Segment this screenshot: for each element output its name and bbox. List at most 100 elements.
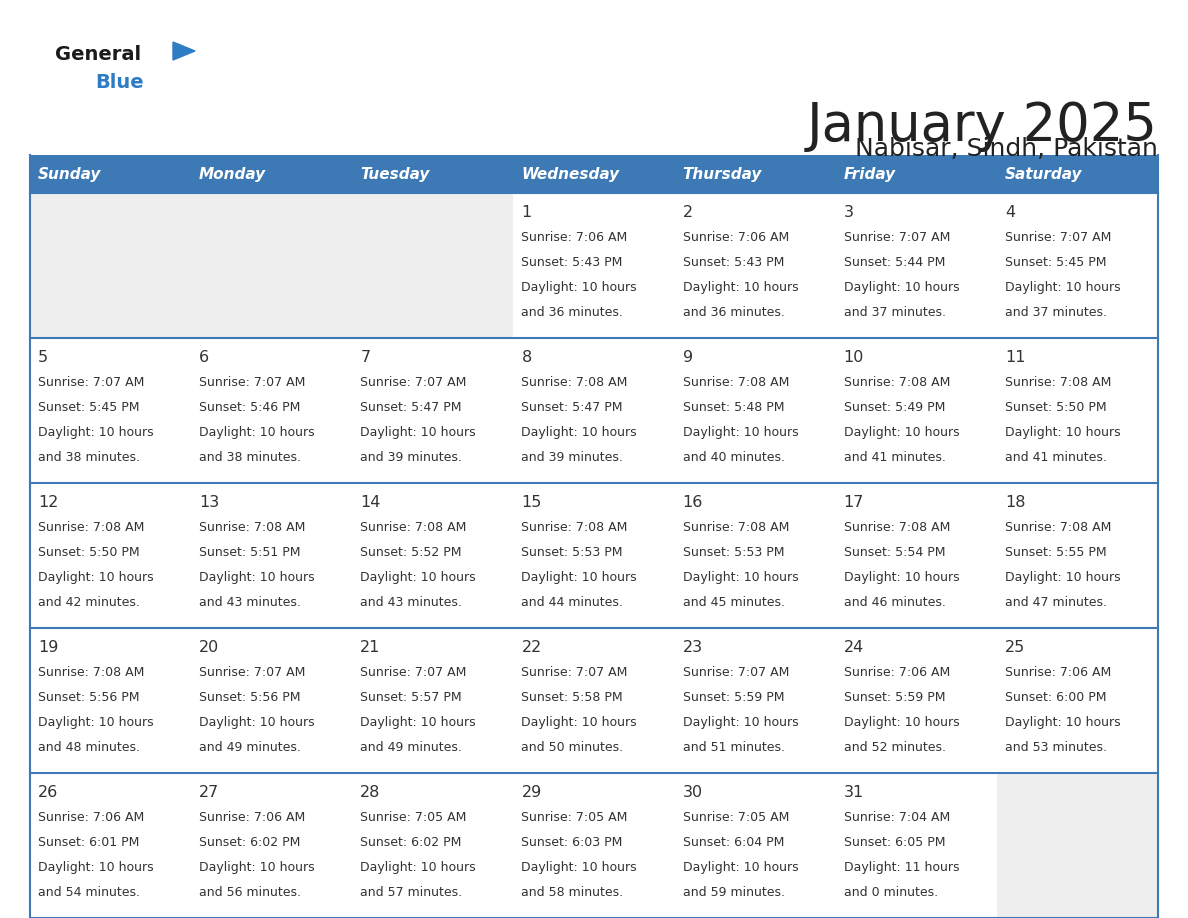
Text: Monday: Monday (200, 166, 266, 182)
Text: Daylight: 10 hours: Daylight: 10 hours (683, 281, 798, 294)
Text: Sunset: 6:04 PM: Sunset: 6:04 PM (683, 836, 784, 849)
Text: Daylight: 10 hours: Daylight: 10 hours (522, 716, 637, 729)
Text: 17: 17 (843, 495, 864, 510)
Text: and 49 minutes.: and 49 minutes. (200, 741, 301, 754)
Text: Sunset: 6:02 PM: Sunset: 6:02 PM (200, 836, 301, 849)
Text: 2: 2 (683, 205, 693, 220)
Text: 26: 26 (38, 785, 58, 800)
Text: and 52 minutes.: and 52 minutes. (843, 741, 946, 754)
Text: 19: 19 (38, 640, 58, 655)
Bar (513, 338, 675, 483)
Bar (513, 628, 675, 773)
Text: Friday: Friday (843, 166, 896, 182)
Bar (997, 338, 1158, 483)
Text: Daylight: 10 hours: Daylight: 10 hours (38, 861, 153, 874)
Text: and 0 minutes.: and 0 minutes. (843, 886, 937, 899)
Bar (353, 483, 513, 628)
Text: 16: 16 (683, 495, 703, 510)
Text: Sunset: 5:51 PM: Sunset: 5:51 PM (200, 546, 301, 559)
Bar (997, 773, 1158, 918)
Text: Daylight: 10 hours: Daylight: 10 hours (522, 281, 637, 294)
Text: and 41 minutes.: and 41 minutes. (1005, 451, 1107, 464)
Bar (835, 628, 997, 773)
Text: Sunset: 5:45 PM: Sunset: 5:45 PM (1005, 256, 1106, 269)
Bar (353, 193, 513, 338)
Text: Sunrise: 7:08 AM: Sunrise: 7:08 AM (843, 521, 950, 534)
Text: and 56 minutes.: and 56 minutes. (200, 886, 301, 899)
Text: Sunday: Sunday (38, 166, 101, 182)
Text: Sunset: 5:47 PM: Sunset: 5:47 PM (522, 401, 623, 414)
Text: 18: 18 (1005, 495, 1025, 510)
Text: Daylight: 10 hours: Daylight: 10 hours (38, 571, 153, 584)
Text: Sunset: 5:43 PM: Sunset: 5:43 PM (522, 256, 623, 269)
Text: and 48 minutes.: and 48 minutes. (38, 741, 140, 754)
Text: 31: 31 (843, 785, 864, 800)
Text: Daylight: 11 hours: Daylight: 11 hours (843, 861, 959, 874)
Text: Sunset: 5:43 PM: Sunset: 5:43 PM (683, 256, 784, 269)
Text: Daylight: 10 hours: Daylight: 10 hours (522, 571, 637, 584)
Text: Sunset: 5:50 PM: Sunset: 5:50 PM (38, 546, 140, 559)
Text: 12: 12 (38, 495, 58, 510)
Bar (675, 338, 835, 483)
Text: Daylight: 10 hours: Daylight: 10 hours (1005, 426, 1120, 439)
Text: 7: 7 (360, 350, 371, 365)
Text: 9: 9 (683, 350, 693, 365)
Bar (30, 483, 191, 628)
Text: 29: 29 (522, 785, 542, 800)
Text: Daylight: 10 hours: Daylight: 10 hours (360, 716, 476, 729)
Text: Sunset: 5:53 PM: Sunset: 5:53 PM (522, 546, 623, 559)
Text: and 43 minutes.: and 43 minutes. (360, 596, 462, 609)
Text: 25: 25 (1005, 640, 1025, 655)
Text: Daylight: 10 hours: Daylight: 10 hours (200, 571, 315, 584)
Text: 15: 15 (522, 495, 542, 510)
Text: Sunset: 5:56 PM: Sunset: 5:56 PM (200, 691, 301, 704)
Text: General: General (55, 45, 141, 64)
Bar (997, 193, 1158, 338)
Text: Sunrise: 7:07 AM: Sunrise: 7:07 AM (683, 666, 789, 679)
Text: Sunset: 5:50 PM: Sunset: 5:50 PM (1005, 401, 1106, 414)
Text: Saturday: Saturday (1005, 166, 1082, 182)
Text: and 59 minutes.: and 59 minutes. (683, 886, 784, 899)
Text: Sunrise: 7:07 AM: Sunrise: 7:07 AM (38, 376, 145, 389)
Bar (675, 193, 835, 338)
Text: Sunrise: 7:07 AM: Sunrise: 7:07 AM (200, 376, 305, 389)
Text: 8: 8 (522, 350, 532, 365)
Text: Daylight: 10 hours: Daylight: 10 hours (38, 716, 153, 729)
Text: and 36 minutes.: and 36 minutes. (522, 306, 624, 319)
Text: 30: 30 (683, 785, 702, 800)
Text: Sunset: 5:54 PM: Sunset: 5:54 PM (843, 546, 946, 559)
Text: Sunrise: 7:04 AM: Sunrise: 7:04 AM (843, 811, 950, 824)
Bar (835, 483, 997, 628)
Text: Sunset: 5:52 PM: Sunset: 5:52 PM (360, 546, 462, 559)
Text: Sunset: 6:03 PM: Sunset: 6:03 PM (522, 836, 623, 849)
Text: Blue: Blue (95, 73, 144, 92)
Text: and 41 minutes.: and 41 minutes. (843, 451, 946, 464)
Bar (30, 773, 191, 918)
Text: Sunrise: 7:08 AM: Sunrise: 7:08 AM (200, 521, 305, 534)
Text: and 58 minutes.: and 58 minutes. (522, 886, 624, 899)
Text: Daylight: 10 hours: Daylight: 10 hours (1005, 716, 1120, 729)
Text: and 37 minutes.: and 37 minutes. (1005, 306, 1107, 319)
Bar (191, 338, 353, 483)
Text: Sunrise: 7:08 AM: Sunrise: 7:08 AM (683, 521, 789, 534)
Text: and 51 minutes.: and 51 minutes. (683, 741, 784, 754)
Text: 11: 11 (1005, 350, 1025, 365)
Polygon shape (173, 42, 195, 60)
Bar (191, 773, 353, 918)
Bar (513, 773, 675, 918)
Text: Sunrise: 7:08 AM: Sunrise: 7:08 AM (522, 521, 627, 534)
Text: Sunrise: 7:07 AM: Sunrise: 7:07 AM (360, 376, 467, 389)
Text: and 39 minutes.: and 39 minutes. (522, 451, 624, 464)
Text: Daylight: 10 hours: Daylight: 10 hours (522, 861, 637, 874)
Text: Sunset: 5:47 PM: Sunset: 5:47 PM (360, 401, 462, 414)
Text: Sunrise: 7:06 AM: Sunrise: 7:06 AM (1005, 666, 1111, 679)
Text: and 36 minutes.: and 36 minutes. (683, 306, 784, 319)
Text: Sunset: 5:44 PM: Sunset: 5:44 PM (843, 256, 946, 269)
Text: Sunset: 5:58 PM: Sunset: 5:58 PM (522, 691, 623, 704)
Text: Sunrise: 7:07 AM: Sunrise: 7:07 AM (1005, 231, 1111, 244)
Text: and 50 minutes.: and 50 minutes. (522, 741, 624, 754)
Bar (191, 483, 353, 628)
Text: 3: 3 (843, 205, 854, 220)
Text: Sunrise: 7:08 AM: Sunrise: 7:08 AM (683, 376, 789, 389)
Bar (30, 155, 1158, 193)
